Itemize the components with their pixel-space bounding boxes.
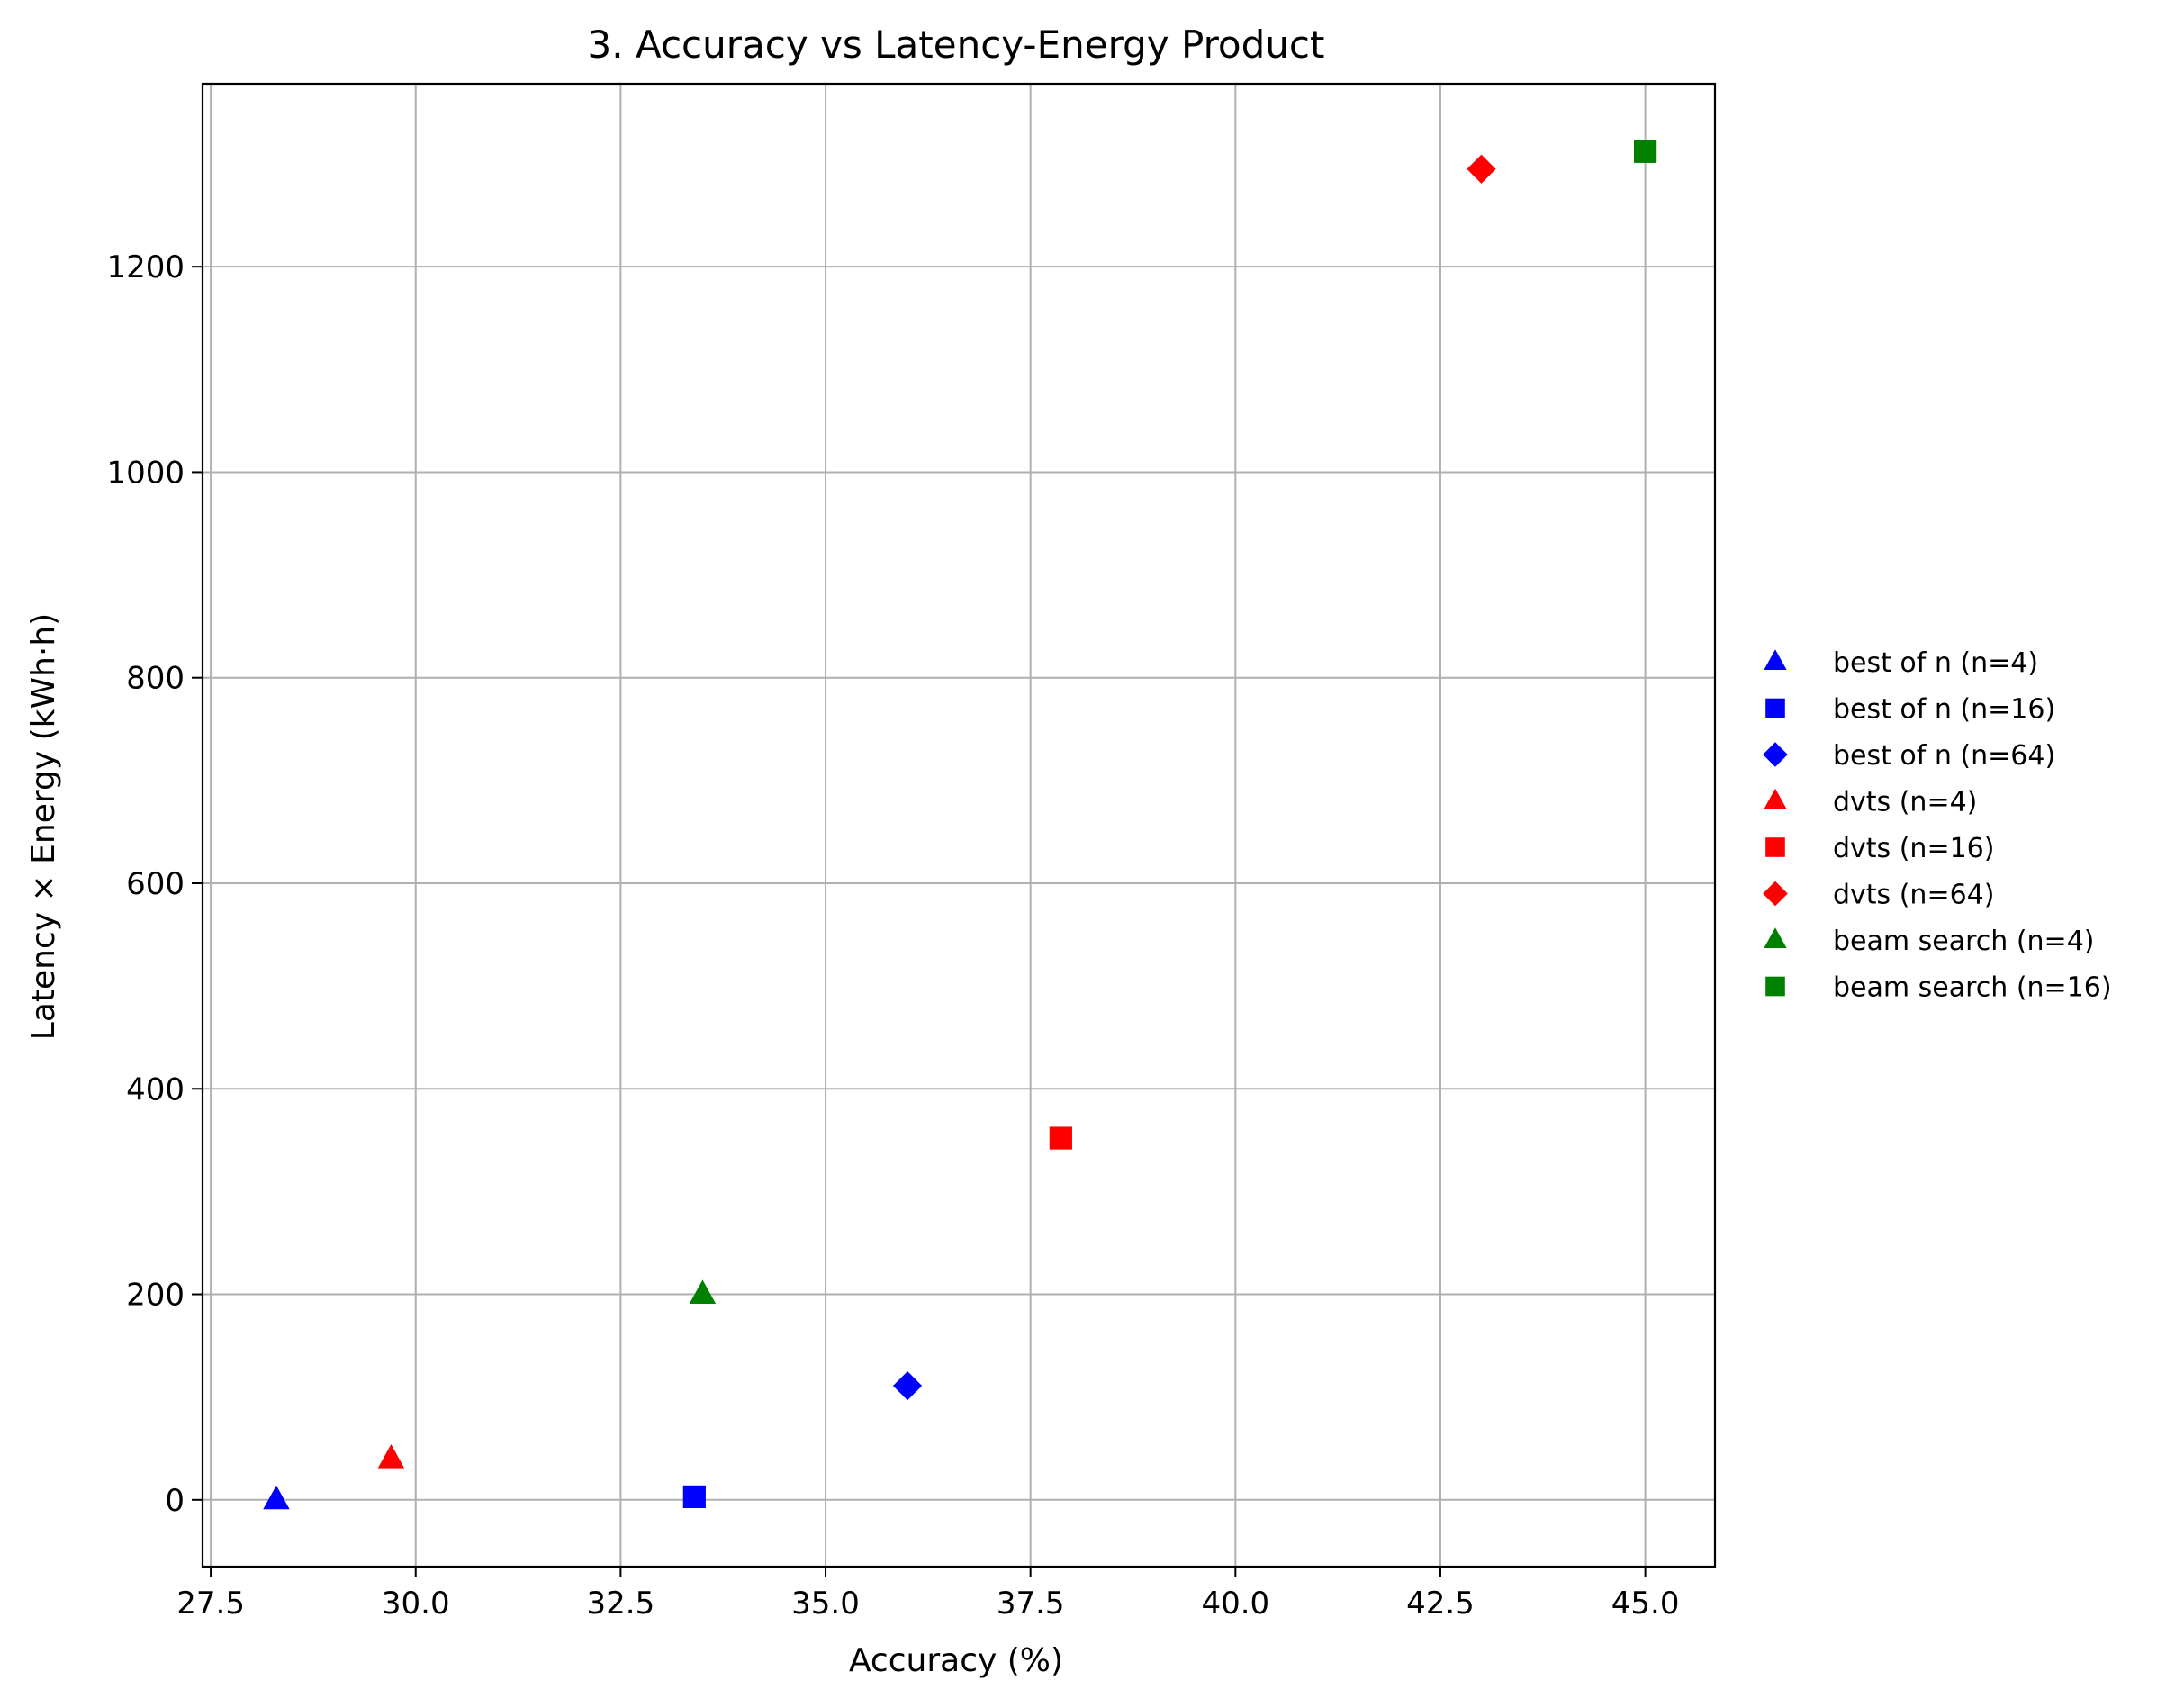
x-tick-label: 45.0	[1611, 1586, 1680, 1622]
legend-label: best of n (n=16)	[1833, 694, 2055, 726]
legend-marker-triangle	[1764, 788, 1787, 809]
legend-marker-square	[1765, 698, 1785, 718]
x-tick-label: 35.0	[791, 1586, 860, 1622]
legend-label: dvts (n=4)	[1833, 787, 1977, 818]
legend-marker-square	[1765, 837, 1785, 857]
legend-marker-triangle	[1764, 927, 1787, 948]
y-tick-label: 600	[126, 866, 185, 902]
data-point-triangle	[377, 1444, 405, 1469]
legend-marker-diamond	[1763, 742, 1788, 767]
data-points	[263, 140, 1657, 1510]
y-tick-label: 400	[126, 1071, 185, 1107]
x-tick-label: 30.0	[382, 1586, 450, 1622]
plot-frame	[201, 82, 1717, 1568]
legend-label: dvts (n=64)	[1833, 880, 1994, 911]
y-axis-ticks: 0 200 400 600 800 1000 1200	[106, 249, 203, 1519]
legend-label: beam search (n=16)	[1833, 972, 2112, 1004]
y-axis-label: Latency × Energy (kWh·h)	[25, 613, 62, 1040]
y-tick-label: 1000	[106, 455, 185, 491]
x-axis-label: Accuracy (%)	[849, 1642, 1063, 1679]
data-point-diamond	[1467, 154, 1496, 184]
grid-lines	[203, 84, 1715, 1567]
legend-label: best of n (n=64)	[1833, 740, 2055, 772]
x-tick-label: 40.0	[1201, 1586, 1269, 1622]
y-tick-label: 200	[126, 1278, 185, 1314]
data-point-square	[1049, 1126, 1072, 1150]
legend-label: best of n (n=4)	[1833, 647, 2038, 679]
x-tick-label: 42.5	[1406, 1586, 1475, 1622]
data-point-diamond	[892, 1371, 923, 1401]
x-axis-ticks: 27.5 30.0 32.5 35.0 37.5 40.0 42.5 45.0	[176, 1567, 1679, 1622]
x-tick-label: 37.5	[997, 1586, 1065, 1622]
data-point-triangle	[689, 1279, 717, 1305]
legend-marker-square	[1765, 976, 1785, 997]
y-tick-label: 800	[126, 661, 185, 697]
x-tick-label: 32.5	[587, 1586, 655, 1622]
y-tick-label: 1200	[106, 249, 185, 285]
legend: best of n (n=4) best of n (n=16) best of n…	[1763, 647, 2112, 1004]
data-point-square	[1634, 140, 1657, 163]
legend-marker-triangle	[1764, 649, 1787, 670]
legend-label: beam search (n=4)	[1833, 926, 2094, 957]
chart-title: 3. Accuracy vs Latency-Energy Product	[588, 23, 1325, 67]
y-tick-label: 0	[165, 1483, 185, 1519]
legend-label: dvts (n=16)	[1833, 833, 1994, 864]
x-tick-label: 27.5	[176, 1586, 245, 1622]
data-point-triangle	[263, 1485, 290, 1510]
legend-marker-diamond	[1763, 881, 1788, 907]
data-point-square	[682, 1485, 706, 1508]
